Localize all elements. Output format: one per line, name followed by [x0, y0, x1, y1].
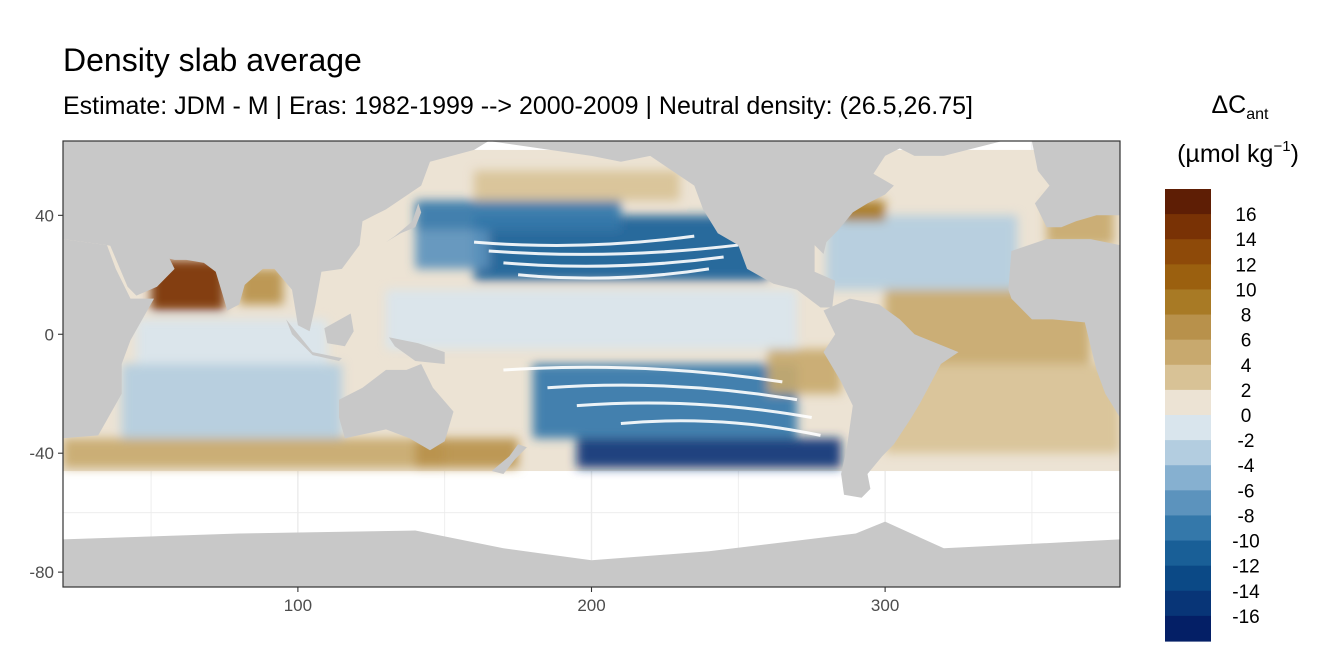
- land-arabia: [110, 245, 175, 296]
- streak: [503, 255, 724, 268]
- legend-swatch: [1165, 189, 1211, 215]
- legend-label: -12: [1232, 557, 1259, 578]
- legend-label: -2: [1238, 431, 1255, 452]
- land-south-america: [823, 298, 959, 498]
- region-indian-ocean-tropical: [136, 319, 328, 364]
- streak: [620, 419, 821, 437]
- streak: [503, 365, 783, 384]
- legend-label: 4: [1241, 356, 1252, 377]
- legend-label: 6: [1241, 331, 1252, 352]
- legend-swatch: [1165, 389, 1211, 416]
- region-north-pacific-subpolar: [474, 170, 680, 201]
- legend-swatch: [1165, 239, 1211, 265]
- legend-label: 14: [1235, 230, 1257, 251]
- map-panel: [62, 140, 1121, 588]
- region-south-pacific-deep-band: [576, 438, 842, 469]
- streak: [517, 267, 710, 280]
- legend-swatch: [1165, 590, 1211, 617]
- legend-swatch: [1165, 490, 1211, 517]
- region-equatorial-pacific: [385, 289, 798, 350]
- legend-title: ΔCant: [1211, 91, 1269, 123]
- land-north-america: [488, 141, 915, 308]
- land-mask: [63, 141, 1120, 587]
- legend-swatch: [1165, 415, 1211, 441]
- streak: [488, 243, 739, 256]
- streak: [473, 234, 695, 247]
- legend-label: -16: [1232, 607, 1259, 628]
- land-antarctica: [63, 521, 1120, 587]
- streak: [547, 383, 798, 402]
- legend-swatch: [1165, 515, 1211, 542]
- legend-swatch: [1165, 214, 1211, 240]
- legend-label: 12: [1235, 255, 1256, 276]
- land-borneo: [324, 313, 354, 347]
- legend-swatch: [1165, 615, 1211, 642]
- legend-label: 10: [1235, 280, 1256, 301]
- legend-swatch: [1165, 440, 1211, 466]
- y-tick-label: -40: [29, 444, 54, 463]
- legend-label: -10: [1232, 532, 1259, 553]
- land-japan: [386, 203, 422, 243]
- land-africa: [63, 141, 154, 439]
- legend-label: 16: [1235, 205, 1256, 226]
- region-kuroshio-extension: [415, 200, 621, 231]
- legend-label: -4: [1238, 456, 1255, 477]
- land-europe-west: [1031, 141, 1120, 228]
- region-north-pacific-west: [415, 230, 489, 269]
- legend-swatch: [1165, 465, 1211, 491]
- land-new-guinea: [388, 337, 445, 364]
- land-africa-east: [1008, 239, 1120, 418]
- land-eurasia: [63, 141, 489, 332]
- y-tick-label: 0: [45, 325, 54, 344]
- legend-label: -6: [1238, 481, 1255, 502]
- region-north-atlantic-subtropical: [826, 215, 1018, 290]
- legend-label: 8: [1241, 306, 1252, 327]
- legend-swatch: [1165, 540, 1211, 567]
- legend-swatch: [1165, 339, 1211, 366]
- legend-swatch: [1165, 364, 1211, 391]
- gyre-streaks: [473, 234, 821, 437]
- x-tick-label: 200: [577, 596, 605, 615]
- legend-label: -8: [1238, 506, 1255, 527]
- legend-label: -14: [1232, 582, 1260, 603]
- y-tick-label: 40: [35, 206, 54, 225]
- streak: [576, 401, 812, 419]
- region-southern-indian-band: [63, 438, 445, 469]
- chart-title: Density slab average: [63, 42, 362, 78]
- x-tick-label: 100: [284, 596, 312, 615]
- chart-subtitle: Estimate: JDM - M | Eras: 1982-1999 --> …: [63, 92, 973, 120]
- region-indian-ocean-subtropical: [121, 364, 342, 439]
- legend-label: 2: [1241, 381, 1252, 402]
- legend-swatch: [1165, 314, 1211, 341]
- legend-swatch: [1165, 565, 1211, 592]
- legend-swatch: [1165, 289, 1211, 316]
- legend-label: 0: [1241, 406, 1252, 427]
- land-new-zealand: [491, 444, 527, 474]
- region-south-pacific-subtropical-gyre: [532, 364, 798, 439]
- land-sumatra-java: [286, 319, 342, 361]
- land-greenland: [885, 141, 1003, 156]
- y-tick-label: -80: [29, 563, 54, 582]
- land-india: [203, 262, 269, 311]
- land-australia: [339, 364, 454, 451]
- legend: ΔCant (µmol kg−1) 16 14 12 10 8 6 4 2 0 -2 -4 -6 -8 -10…: [1165, 91, 1299, 642]
- x-tick-label: 300: [871, 596, 899, 615]
- legend-swatch: [1165, 264, 1211, 291]
- legend-unit: (µmol kg−1): [1177, 138, 1299, 168]
